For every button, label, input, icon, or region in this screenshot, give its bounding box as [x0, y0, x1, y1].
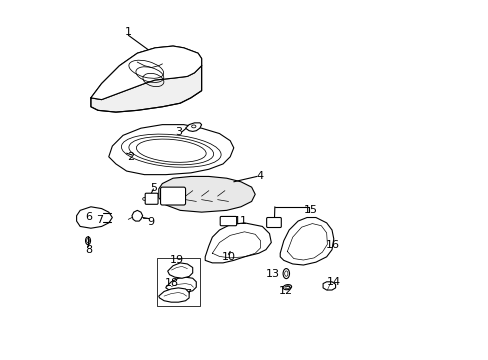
Text: 2: 2: [126, 152, 134, 162]
Polygon shape: [132, 210, 142, 221]
Polygon shape: [108, 125, 233, 175]
Text: 8: 8: [84, 245, 92, 255]
Text: 3: 3: [175, 127, 182, 137]
Text: 16: 16: [325, 240, 339, 250]
Polygon shape: [159, 176, 255, 212]
Polygon shape: [167, 263, 192, 278]
FancyBboxPatch shape: [266, 217, 281, 228]
Text: 6: 6: [85, 212, 92, 222]
FancyBboxPatch shape: [145, 193, 158, 204]
Polygon shape: [77, 207, 112, 228]
Text: 5: 5: [150, 183, 157, 193]
Text: 9: 9: [147, 217, 154, 227]
Text: 7: 7: [96, 215, 103, 225]
Text: 13: 13: [265, 269, 280, 279]
Text: 12: 12: [278, 286, 292, 296]
Text: 18: 18: [165, 278, 179, 288]
Text: 14: 14: [326, 277, 340, 287]
FancyBboxPatch shape: [160, 187, 185, 205]
Polygon shape: [91, 46, 201, 100]
Text: 17: 17: [178, 289, 192, 298]
Polygon shape: [185, 123, 201, 131]
Polygon shape: [323, 282, 335, 290]
Polygon shape: [159, 288, 189, 302]
Text: 10: 10: [221, 252, 235, 262]
Text: 4: 4: [256, 171, 263, 181]
FancyBboxPatch shape: [220, 216, 236, 226]
Polygon shape: [280, 217, 333, 265]
Polygon shape: [205, 223, 271, 263]
Text: 15: 15: [303, 205, 317, 215]
Text: 11: 11: [233, 216, 247, 226]
Polygon shape: [165, 277, 196, 293]
Text: 19: 19: [169, 255, 183, 265]
Text: 1: 1: [124, 27, 132, 37]
Polygon shape: [91, 46, 201, 112]
